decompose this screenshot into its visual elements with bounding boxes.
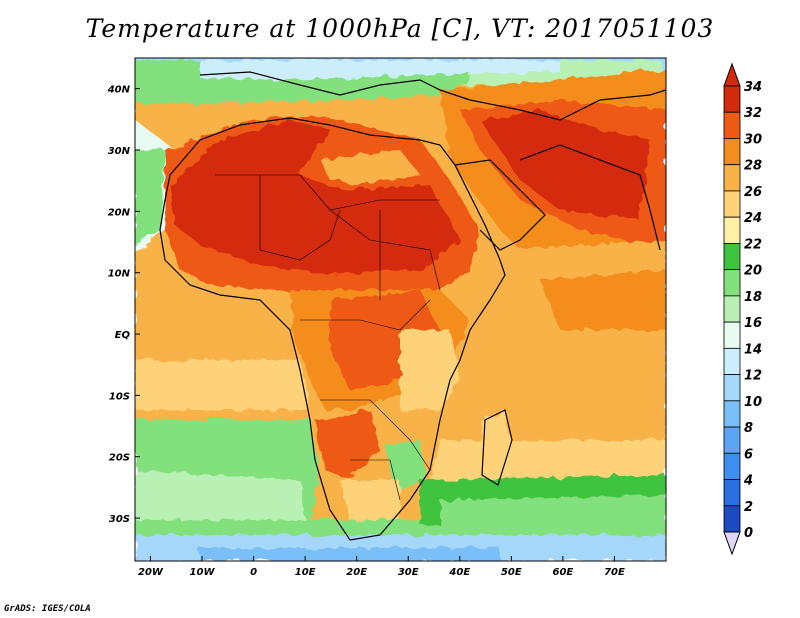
lon-tick-label: 10W (190, 567, 216, 578)
colorbar-level-label: 8 (744, 421, 753, 436)
colorbar-band (723, 347, 741, 375)
colorbar-level-label: 0 (744, 526, 753, 541)
colorbar-level-label: 12 (744, 369, 762, 384)
lat-tick-label: EQ (115, 330, 131, 341)
colorbar-level-label: 2 (744, 500, 753, 515)
colorbar-band (723, 269, 741, 297)
lon-tick-label: 20E (346, 567, 367, 578)
colorbar-level-label: 20 (744, 264, 762, 279)
colorbar-level-label: 16 (744, 316, 762, 331)
credit-label: GrADS: IGES/COLA (4, 604, 91, 614)
lon-tick-label: 70E (604, 567, 625, 578)
colorbar-band (723, 505, 741, 533)
colorbar-level-label: 30 (744, 132, 762, 147)
country-borders (215, 174, 441, 501)
colorbar-band (723, 295, 741, 323)
colorbar-band (723, 216, 741, 244)
colorbar-over-triangle (723, 62, 741, 87)
lon-tick-label: 20W (138, 567, 164, 578)
lat-tick-label: 20S (109, 453, 130, 464)
map-frame (134, 57, 667, 562)
colorbar-level-label: 18 (744, 290, 762, 305)
colorbar-level-label: 6 (744, 447, 753, 462)
colorbar-level-label: 28 (744, 159, 762, 174)
lon-tick-label: 10E (295, 567, 316, 578)
colorbar-level-label: 10 (744, 395, 762, 410)
colorbar-band (723, 426, 741, 454)
colorbar-band (723, 452, 741, 480)
colorbar-level-label: 34 (744, 80, 762, 95)
map-title: Temperature at 1000hPa [C], VT: 20170511… (85, 14, 715, 43)
colorbar-band (723, 374, 741, 402)
colorbar-band (723, 111, 741, 139)
map-axes: 20W 10W 0 10E 20E 30E 40E 50E 60E 70E 40N 30N 20N 10N… (107, 85, 625, 578)
temperature-field (135, 58, 666, 561)
colorbar-band (723, 479, 741, 507)
colorbar-band (723, 85, 741, 113)
coastlines (159, 71, 666, 541)
lat-tick-label: 10N (108, 269, 131, 280)
colorbar-band (723, 321, 741, 349)
colorbar-level-label: 24 (744, 211, 762, 226)
colorbar-band (723, 164, 741, 192)
lat-tick-label: 30S (109, 514, 130, 525)
colorbar-band (723, 243, 741, 271)
lat-tick-label: 20N (108, 207, 131, 218)
colorbar-level-label: 26 (744, 185, 762, 200)
colorbar-band (723, 400, 741, 428)
colorbar-level-label: 22 (744, 237, 762, 252)
colorbar-level-label: 14 (744, 342, 762, 357)
colorbar-band (723, 138, 741, 166)
colorbar-band (723, 190, 741, 218)
lon-tick-label: 60E (553, 567, 574, 578)
colorbar-level-label: 32 (744, 106, 762, 121)
lat-tick-label: 30N (108, 146, 131, 157)
lat-tick-label: 10S (109, 391, 130, 402)
lon-tick-label: 40E (448, 567, 470, 578)
lon-tick-label: 50E (501, 567, 522, 578)
lat-tick-label: 40N (107, 85, 131, 96)
colorbar-level-label: 4 (743, 474, 753, 489)
lon-tick-label: 0 (250, 567, 257, 578)
lon-tick-label: 30E (398, 567, 419, 578)
colorbar-under-triangle (723, 531, 741, 556)
